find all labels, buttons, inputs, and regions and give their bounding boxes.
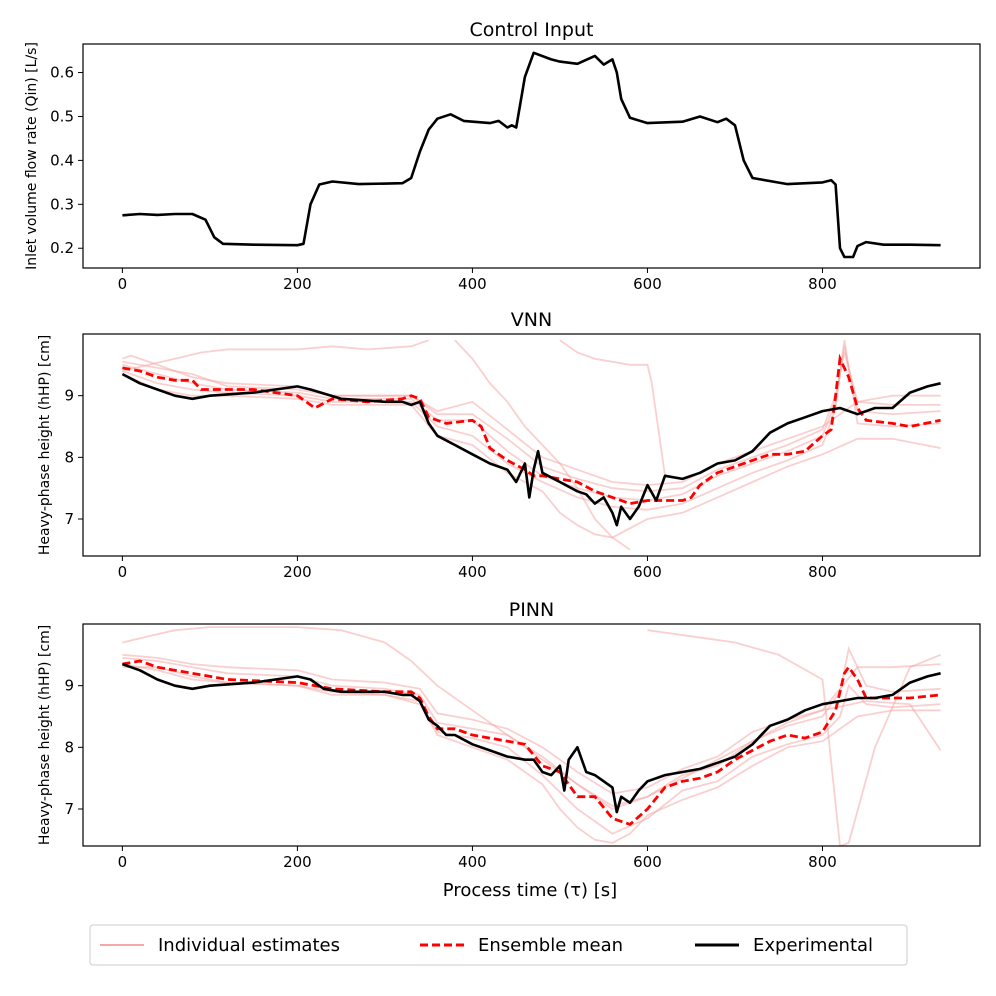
legend-label-individual-estimates: Individual estimates [158, 935, 340, 956]
vnn-y-tick-label: 8 [64, 448, 74, 466]
subplot-vnn: VNN 0 200 400 600 800 7 8 9 Heavy-phase height (h… [37, 309, 981, 581]
control-input-x-tick-label: 0 [118, 275, 128, 293]
vnn-line-individual-estimates-9 [559, 339, 666, 476]
control-input-x-tick-label: 600 [633, 275, 662, 293]
subplot-pinn: PINN 0 200 400 600 800 7 8 9 Heavy-phase height (… [37, 599, 981, 871]
vnn-line-experimental-0 [121, 372, 941, 527]
pinn-x-tick-label: 200 [283, 853, 312, 871]
vnn-series-group [121, 339, 941, 551]
pinn-y-tick-label: 8 [64, 738, 74, 756]
vnn-x-tick-label: 200 [283, 563, 312, 581]
control-input-y-tick-label: 0.2 [50, 239, 74, 257]
pinn-line-individual-estimates-2 [122, 645, 941, 807]
pinn-line-individual-estimates-4 [122, 663, 941, 844]
control-input-x-tick-label: 200 [283, 275, 312, 293]
pinn-series-group [121, 626, 942, 846]
pinn-line-experimental-0 [121, 662, 941, 814]
control-input-title: Control Input [470, 19, 594, 41]
pinn-line-individual-estimates-7 [647, 629, 941, 846]
pinn-x-tick-label: 800 [808, 853, 837, 871]
control-input-y-tick-label: 0.6 [50, 64, 74, 82]
pinn-title: PINN [509, 599, 555, 621]
pinn-axes-frame [82, 623, 981, 847]
vnn-x-tick-label: 600 [633, 563, 662, 581]
vnn-line-individual-estimates-7 [122, 339, 429, 372]
control-input-x-tick-label: 800 [808, 275, 837, 293]
x-axis-label: Process time (τ) [s] [443, 880, 617, 901]
vnn-x-tick-label: 800 [808, 563, 837, 581]
vnn-line-individual-estimates-5 [122, 373, 941, 539]
legend-label-experimental: Experimental [753, 935, 873, 956]
legend-frame [89, 924, 908, 966]
vnn-line-ensemble-mean-1 [122, 353, 941, 506]
vnn-y-axis-label: Heavy-phase height (hHP) [cm] [37, 335, 53, 555]
pinn-line-individual-estimates-5 [122, 653, 941, 795]
vnn-axes-frame [82, 333, 981, 557]
control-input-y-tick-label: 0.3 [50, 195, 74, 213]
subplot-control-input: Control Input 0 200 400 600 800 0.2 0.3 0.4 0.5 0.… [24, 19, 981, 293]
control-input-y-tick-label: 0.4 [50, 151, 74, 169]
control-input-y-axis-label: Inlet volume flow rate (Qin) [L/s] [24, 42, 40, 270]
pinn-x-tick-label: 400 [458, 853, 487, 871]
control-input-series-group [122, 51, 941, 259]
control-input-line-experimental-0 [122, 51, 941, 259]
vnn-y-tick-label: 9 [64, 387, 74, 405]
vnn-line-individual-estimates-4 [122, 352, 941, 493]
legend: Individual estimates Ensemble mean Exper… [89, 924, 908, 966]
pinn-x-tick-label: 0 [118, 853, 128, 871]
vnn-x-tick-label: 0 [118, 563, 128, 581]
vnn-line-individual-estimates-6 [122, 354, 941, 487]
vnn-x-tick-label: 400 [458, 563, 487, 581]
pinn-x-tick-label: 600 [633, 853, 662, 871]
pinn-line-individual-estimates-6 [122, 626, 942, 811]
vnn-y-tick-label: 7 [64, 510, 74, 528]
pinn-y-axis-label: Heavy-phase height (hHP) [cm] [37, 625, 53, 845]
pinn-y-tick-label: 9 [64, 677, 74, 695]
legend-label-ensemble-mean: Ensemble mean [478, 935, 623, 956]
pinn-y-tick-label: 7 [64, 800, 74, 818]
vnn-line-individual-estimates-8 [454, 339, 631, 551]
control-input-axes-frame [82, 43, 981, 269]
control-input-y-tick-label: 0.5 [50, 107, 74, 125]
vnn-title: VNN [511, 309, 552, 331]
control-input-x-tick-label: 400 [458, 275, 487, 293]
